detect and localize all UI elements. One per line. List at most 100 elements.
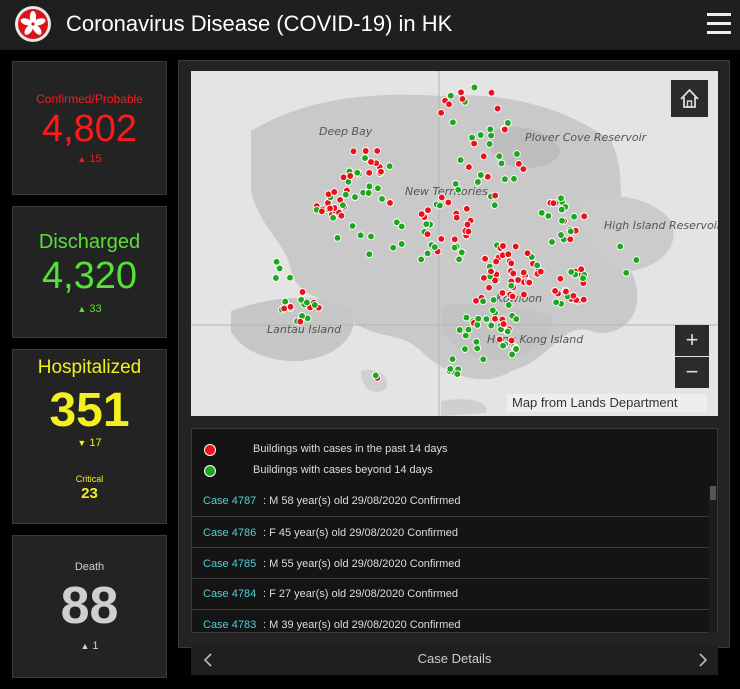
building-marker[interactable] <box>424 206 432 215</box>
building-marker[interactable] <box>513 150 521 158</box>
building-marker[interactable] <box>275 264 284 273</box>
building-marker[interactable] <box>485 283 493 292</box>
building-marker[interactable] <box>497 159 506 168</box>
building-marker[interactable] <box>507 259 516 268</box>
building-marker[interactable] <box>533 261 542 270</box>
building-marker[interactable] <box>457 88 465 97</box>
building-marker[interactable] <box>525 278 534 287</box>
building-marker[interactable] <box>423 249 432 258</box>
building-marker[interactable] <box>503 327 512 336</box>
building-marker[interactable] <box>298 288 307 296</box>
building-marker[interactable] <box>470 83 479 92</box>
scrollbar-thumb[interactable] <box>710 486 716 500</box>
building-marker[interactable] <box>579 295 588 304</box>
building-marker[interactable] <box>386 199 394 207</box>
building-marker[interactable] <box>577 265 586 274</box>
building-marker[interactable] <box>365 182 374 191</box>
building-marker[interactable] <box>557 231 565 239</box>
building-marker[interactable] <box>361 154 369 162</box>
building-marker[interactable] <box>508 292 517 301</box>
building-marker[interactable] <box>423 230 432 239</box>
building-marker[interactable] <box>567 268 576 276</box>
building-marker[interactable] <box>544 212 553 220</box>
building-marker[interactable] <box>339 173 348 182</box>
building-marker[interactable] <box>445 100 453 109</box>
building-marker[interactable] <box>557 194 565 203</box>
building-marker[interactable] <box>422 220 431 228</box>
building-marker[interactable] <box>487 88 496 97</box>
building-marker[interactable] <box>504 119 512 127</box>
building-marker[interactable] <box>397 240 406 248</box>
building-marker[interactable] <box>389 243 398 252</box>
building-marker[interactable] <box>492 257 500 266</box>
building-marker[interactable] <box>456 156 465 164</box>
building-marker[interactable] <box>453 370 462 378</box>
building-marker[interactable] <box>632 256 641 264</box>
building-marker[interactable] <box>371 371 380 380</box>
building-marker[interactable] <box>457 248 466 257</box>
building-marker[interactable] <box>548 238 556 246</box>
building-marker[interactable] <box>566 227 575 236</box>
building-marker[interactable] <box>330 188 339 196</box>
zoom-in-button[interactable]: + <box>675 325 709 356</box>
building-marker[interactable] <box>569 291 578 300</box>
building-marker[interactable] <box>480 274 488 282</box>
case-id-link[interactable]: Case 4783 <box>203 619 257 631</box>
building-marker[interactable] <box>461 345 469 353</box>
building-marker[interactable] <box>377 167 385 176</box>
building-marker[interactable] <box>281 297 290 306</box>
building-marker[interactable] <box>349 147 358 156</box>
home-button[interactable] <box>671 80 708 117</box>
chevron-left-icon[interactable] <box>201 652 217 668</box>
building-marker[interactable] <box>504 250 513 259</box>
building-marker[interactable] <box>455 255 463 264</box>
building-marker[interactable] <box>514 159 523 168</box>
building-marker[interactable] <box>392 218 401 227</box>
building-marker[interactable] <box>318 207 326 216</box>
building-marker[interactable] <box>483 172 492 181</box>
building-marker[interactable] <box>329 213 337 222</box>
building-marker[interactable] <box>452 213 461 222</box>
building-marker[interactable] <box>551 287 559 295</box>
building-marker[interactable] <box>437 108 445 117</box>
building-marker[interactable] <box>446 91 455 100</box>
building-marker[interactable] <box>417 255 426 264</box>
building-marker[interactable] <box>507 336 516 345</box>
building-marker[interactable] <box>474 314 483 323</box>
building-marker[interactable] <box>339 201 347 210</box>
building-marker[interactable] <box>510 174 518 183</box>
case-id-link[interactable]: Case 4784 <box>203 588 257 600</box>
building-marker[interactable] <box>353 168 362 177</box>
building-marker[interactable] <box>485 140 494 148</box>
building-marker[interactable] <box>373 147 382 155</box>
building-marker[interactable] <box>488 306 497 315</box>
building-marker[interactable] <box>286 302 295 311</box>
building-marker[interactable] <box>519 165 528 173</box>
building-marker[interactable] <box>579 274 587 283</box>
building-marker[interactable] <box>470 139 478 148</box>
building-marker[interactable] <box>479 152 488 161</box>
building-marker[interactable] <box>444 198 453 207</box>
building-marker[interactable] <box>450 235 459 244</box>
building-marker[interactable] <box>455 326 464 334</box>
building-marker[interactable] <box>367 158 375 166</box>
building-marker[interactable] <box>500 125 509 134</box>
case-list[interactable]: Case 4787 : M 58 year(s) old 29/08/2020 … <box>191 486 718 633</box>
zoom-out-button[interactable]: − <box>675 357 709 388</box>
building-marker[interactable] <box>487 131 495 140</box>
building-marker[interactable] <box>348 222 357 230</box>
case-list-scrollbar[interactable] <box>709 486 717 633</box>
building-marker[interactable] <box>333 234 342 242</box>
building-marker[interactable] <box>341 190 350 199</box>
building-marker[interactable] <box>499 320 508 328</box>
building-marker[interactable] <box>487 321 496 330</box>
building-marker[interactable] <box>622 268 631 277</box>
building-marker[interactable] <box>479 355 488 364</box>
building-marker[interactable] <box>616 242 625 251</box>
building-marker[interactable] <box>549 199 558 208</box>
building-marker[interactable] <box>346 172 355 180</box>
building-marker[interactable] <box>430 243 439 251</box>
building-marker[interactable] <box>296 317 305 326</box>
building-marker[interactable] <box>536 267 545 276</box>
building-marker[interactable] <box>519 268 528 277</box>
